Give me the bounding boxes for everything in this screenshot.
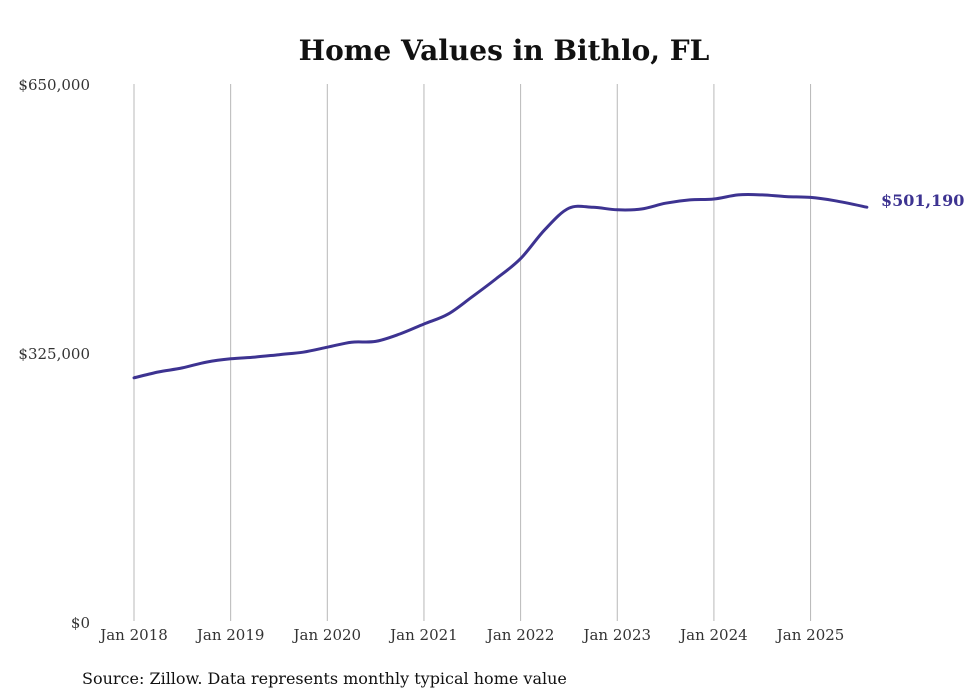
x-axis: Jan 2018 Jan 2019 Jan 2020 Jan 2021 Jan 2022… bbox=[98, 626, 844, 644]
x-tick-label: Jan 2023 bbox=[581, 626, 651, 644]
y-tick-label: $0 bbox=[71, 614, 90, 632]
x-tick-label: Jan 2021 bbox=[388, 626, 458, 644]
x-tick-label: Jan 2022 bbox=[485, 626, 555, 644]
series-line-0 bbox=[132, 193, 869, 380]
x-tick-label: Jan 2019 bbox=[195, 626, 265, 644]
end-value-label: $501,190 bbox=[881, 191, 965, 210]
x-tick-label: Jan 2025 bbox=[775, 626, 845, 644]
source-note: Source: Zillow. Data represents monthly … bbox=[82, 669, 567, 688]
x-tick-label: Jan 2018 bbox=[98, 626, 168, 644]
y-tick-label: $650,000 bbox=[18, 76, 90, 94]
y-axis: $650,000 $325,000 $0 bbox=[18, 76, 90, 632]
series: $501,190 bbox=[132, 191, 965, 380]
x-tick-label: Jan 2020 bbox=[292, 626, 362, 644]
x-tick-label: Jan 2024 bbox=[678, 626, 748, 644]
chart-title: Home Values in Bithlo, FL bbox=[299, 34, 710, 67]
y-tick-label: $325,000 bbox=[18, 345, 90, 363]
gridlines bbox=[133, 84, 812, 621]
